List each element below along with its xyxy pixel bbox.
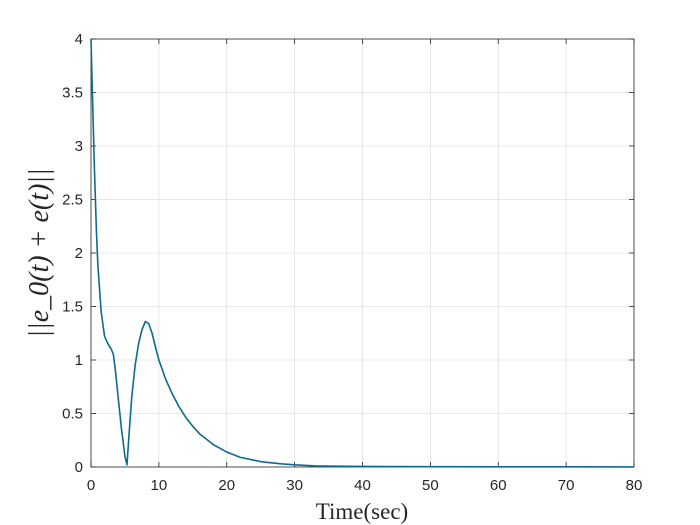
y-tick-labels: 0 0.5 1 1.5 2 2.5 3 3.5 4: [62, 31, 83, 476]
y-tick-label: 2: [75, 245, 83, 262]
x-tick-label: 10: [151, 477, 168, 494]
series-line: [90, 38, 635, 468]
x-tick-label: 50: [422, 477, 439, 494]
y-tick-label: 0: [75, 459, 83, 476]
x-tick-label: 80: [626, 477, 643, 494]
y-tick-label: 1.5: [62, 299, 83, 316]
y-tick-label: 4: [75, 31, 83, 48]
x-axis-label: Time(sec): [316, 499, 408, 524]
y-tick-label: 0.5: [62, 406, 83, 423]
x-tick-label: 60: [490, 477, 507, 494]
x-tick-label: 20: [218, 477, 235, 494]
x-tick-label: 40: [354, 477, 371, 494]
y-tick-label: 3: [75, 138, 83, 155]
x-tick-label: 0: [87, 477, 95, 494]
x-tick-label: 70: [558, 477, 575, 494]
y-axis-label: ||e_0(t) + e(t)||: [24, 168, 55, 337]
y-tick-label: 1: [75, 352, 83, 369]
series-group: [90, 38, 635, 468]
x-tick-labels: 0 10 20 30 40 50 60 70 80: [87, 477, 643, 494]
y-tick-label: 3.5: [62, 85, 83, 102]
y-tick-label: 2.5: [62, 192, 83, 209]
x-tick-label: 30: [286, 477, 303, 494]
